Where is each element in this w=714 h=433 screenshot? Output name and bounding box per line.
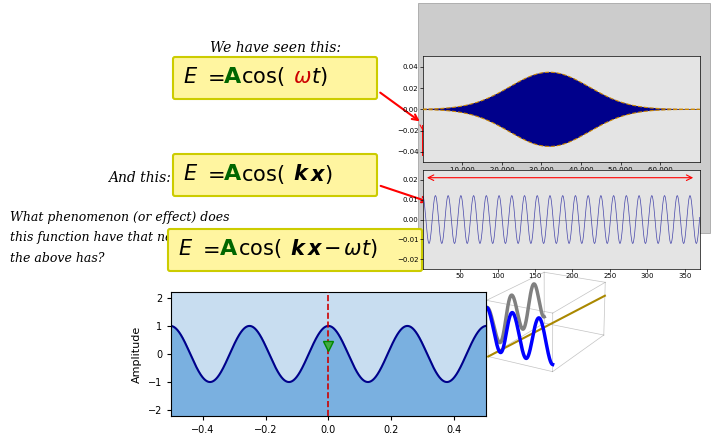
Text: We have seen this:: We have seen this: [209, 41, 341, 55]
Text: $\boldsymbol{x}$: $\boldsymbol{x}$ [307, 239, 324, 259]
Text: $\mathrm{cos}($: $\mathrm{cos}($ [241, 65, 285, 88]
Text: $\boldsymbol{x})$: $\boldsymbol{x})$ [310, 162, 333, 185]
Text: $\mathbf{A}$: $\mathbf{A}$ [223, 67, 242, 87]
FancyBboxPatch shape [173, 154, 377, 196]
Text: $=$: $=$ [203, 67, 224, 87]
Text: $E$: $E$ [183, 164, 198, 184]
Text: $=$: $=$ [203, 164, 224, 184]
Text: $\mathbf{A}$: $\mathbf{A}$ [223, 164, 242, 184]
Text: $E$: $E$ [183, 67, 198, 87]
Text: $E$: $E$ [178, 239, 193, 259]
Text: $\omega$: $\omega$ [293, 67, 311, 87]
Y-axis label: Amplitude: Amplitude [132, 325, 142, 383]
FancyBboxPatch shape [168, 229, 422, 271]
Text: $t)$: $t)$ [311, 65, 328, 88]
Text: $\mathrm{cos}($: $\mathrm{cos}($ [241, 162, 285, 185]
Text: $-\,\omega t)$: $-\,\omega t)$ [323, 237, 378, 261]
FancyBboxPatch shape [418, 3, 710, 233]
Text: $\boldsymbol{k}$: $\boldsymbol{k}$ [293, 164, 310, 184]
Text: $\boldsymbol{k}$: $\boldsymbol{k}$ [290, 239, 307, 259]
FancyBboxPatch shape [173, 57, 377, 99]
Text: What phenomenon (or effect) does
this function have that neither one of
the abov: What phenomenon (or effect) does this fu… [10, 211, 246, 265]
Text: And this:: And this: [108, 171, 171, 185]
Text: $\mathrm{cos}($: $\mathrm{cos}($ [238, 237, 281, 261]
Text: $\mathbf{A}$: $\mathbf{A}$ [219, 239, 238, 259]
Text: $=$: $=$ [198, 239, 219, 259]
